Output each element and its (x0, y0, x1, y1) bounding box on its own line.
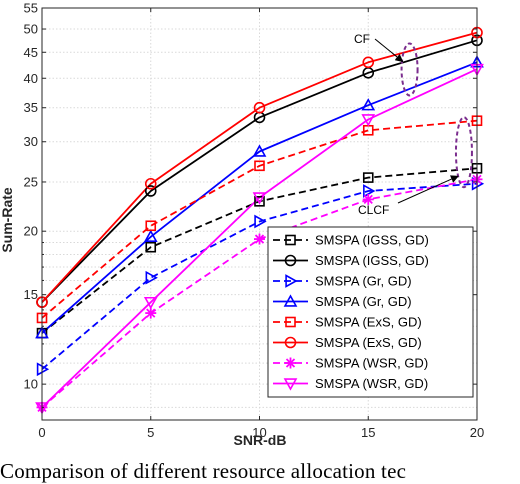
series-line (41, 31, 478, 303)
y-tick-label: 40 (24, 71, 38, 86)
x-tick-label: 15 (361, 425, 375, 440)
data-point (145, 220, 157, 232)
legend-entry: SMSPA (ExS, GD) (315, 335, 422, 350)
legend-swatch-marker (284, 336, 297, 349)
data-point (252, 144, 267, 157)
x-tick-label: 10 (252, 425, 266, 440)
x-tick-label: 5 (147, 425, 154, 440)
series-line (41, 39, 478, 303)
tick-labels: 0 5 10 15 20 10 15 20 25 30 35 40 45 50 55 (24, 1, 485, 441)
legend-swatch-marker (285, 357, 296, 369)
data-point (254, 196, 265, 207)
data-point (254, 214, 267, 229)
legend-entry: SMSPA (ExS, GD) (315, 315, 422, 330)
clcf-arrow (397, 175, 459, 204)
legend-box (267, 226, 474, 398)
cf-arrow (374, 38, 404, 63)
data-point (254, 233, 265, 245)
legend-entry: SMSPA (IGSS, GD) (315, 253, 429, 268)
x-tick-label: 20 (470, 425, 484, 440)
cf-ellipse (400, 42, 419, 97)
data-point (143, 229, 158, 242)
data-point (144, 185, 157, 197)
data-point (254, 160, 265, 172)
annotation-clcf: CLCF (358, 203, 389, 217)
legend: SMSPA (IGSS, GD) SMSPA (IGSS, GD) SMSPA (G… (267, 226, 474, 398)
legend-entry: SMSPA (Gr, GD) (315, 294, 412, 309)
figure-caption: Comparison of different resource allocat… (0, 459, 407, 483)
legend-swatch-marker (283, 378, 298, 391)
series-line (41, 182, 478, 370)
y-axis-label: Sum-Rate (0, 187, 15, 253)
y-tick-label: 45 (24, 45, 38, 60)
data-point (145, 241, 157, 253)
legend-entry: SMSPA (WSR, GD) (315, 356, 428, 371)
data-point (362, 172, 374, 183)
legend-entry: SMSPA (WSR, GD) (315, 376, 428, 391)
y-tick-label: 25 (24, 174, 38, 189)
x-tick-label: 0 (38, 425, 45, 440)
clcf-ellipse (454, 116, 473, 189)
annotations: CF CLCF (354, 32, 473, 217)
data-point (252, 192, 267, 205)
data-point (145, 307, 157, 319)
legend-entry: SMSPA (Gr, GD) (315, 274, 412, 289)
data-point (145, 270, 158, 285)
series-line (41, 119, 478, 319)
legend-swatch-marker (285, 274, 298, 288)
legend-swatch-marker (283, 294, 298, 307)
data-point (362, 193, 374, 205)
data-point (362, 56, 375, 69)
axes (41, 7, 478, 421)
y-tick-label: 20 (24, 224, 38, 239)
data-point (361, 114, 376, 127)
data-point (363, 184, 376, 198)
y-tick-label: 15 (24, 287, 38, 302)
legend-swatch-marker (284, 254, 297, 267)
y-tick-label: 10 (24, 377, 38, 392)
series-line (41, 167, 478, 334)
y-tick-label: 55 (24, 1, 38, 16)
y-tick-label: 35 (24, 100, 38, 115)
data-point (36, 362, 50, 377)
data-point (143, 296, 158, 310)
y-tick-label: 50 (24, 22, 38, 37)
annotation-cf: CF (354, 32, 370, 46)
grid (42, 7, 477, 420)
legend-swatch-marker (285, 316, 296, 328)
y-tick-label: 30 (24, 134, 38, 149)
legend-entry: SMSPA (IGSS, GD) (315, 233, 429, 248)
x-axis-label: SNR-dB (234, 432, 287, 448)
data-point (144, 177, 157, 190)
legend-swatch-marker (285, 234, 296, 246)
data-point (361, 98, 376, 111)
data-point (253, 101, 266, 114)
